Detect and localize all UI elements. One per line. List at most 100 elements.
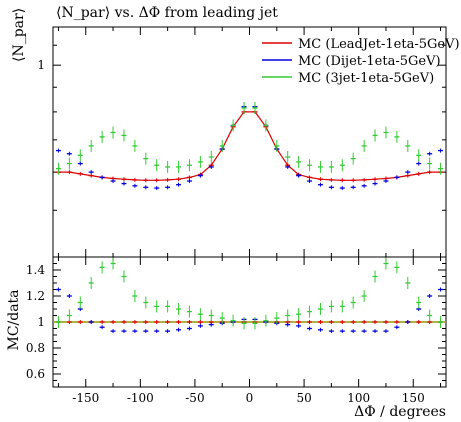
data-point — [394, 175, 400, 180]
data-point — [66, 309, 72, 322]
data-point — [339, 178, 345, 183]
data-point — [438, 148, 444, 153]
data-point — [55, 162, 61, 175]
data-point — [154, 329, 160, 334]
data-point — [186, 179, 192, 184]
data-point — [296, 320, 302, 324]
data-point — [121, 129, 127, 142]
data-point — [132, 320, 138, 324]
data-point — [317, 160, 323, 173]
data-point — [307, 179, 313, 184]
x-tick-label: -150 — [72, 391, 99, 405]
data-point — [372, 181, 378, 186]
legend-label: MC (Dijet-1eta-5GeV) — [298, 54, 441, 69]
data-point — [143, 185, 149, 190]
data-point — [186, 175, 192, 180]
data-point — [317, 303, 323, 315]
legend: MC (LeadJet-1eta-5GeV) MC (Dijet-1eta-5Ge… — [262, 37, 460, 86]
data-point — [339, 300, 345, 313]
lower-series — [55, 257, 444, 334]
data-point — [88, 170, 94, 175]
data-point — [154, 320, 160, 324]
data-point — [252, 101, 258, 114]
data-point — [383, 329, 389, 334]
lower-y-tick-label: 0.8 — [26, 341, 45, 355]
data-point — [88, 173, 94, 178]
data-point — [186, 320, 192, 324]
data-point — [230, 119, 236, 132]
data-point — [274, 312, 280, 325]
data-point — [350, 329, 356, 334]
lower-y-tick-label: 1.4 — [26, 263, 45, 277]
data-point — [339, 320, 345, 324]
data-point — [219, 312, 225, 325]
data-point — [394, 325, 400, 330]
data-point — [427, 170, 433, 175]
data-point — [285, 164, 291, 169]
series-0 — [55, 109, 444, 183]
data-point — [416, 161, 422, 166]
x-tick-label: -100 — [127, 391, 154, 405]
data-point — [88, 139, 94, 152]
data-point — [296, 173, 302, 178]
data-point — [132, 290, 138, 302]
upper-y-tick-label: 1 — [37, 58, 45, 72]
data-point — [77, 149, 83, 162]
data-point — [121, 270, 127, 283]
data-point — [66, 170, 72, 175]
data-point — [176, 320, 182, 324]
data-point — [143, 329, 149, 334]
data-point — [383, 126, 389, 139]
data-point — [132, 183, 138, 188]
lower-panel: MC/data 0.6 0.8 1 1.2 1.4 -150 -100 -50 0 50 100 15… — [6, 256, 447, 420]
data-point — [296, 155, 302, 168]
data-point — [66, 294, 72, 298]
data-point — [328, 185, 334, 190]
data-point — [339, 159, 345, 172]
data-point — [99, 261, 105, 274]
data-point — [438, 287, 444, 292]
data-point — [328, 160, 334, 173]
upper-panel: ⟨N_par⟩ 1 MC (LeadJet-1eta-5GeV) MC (Dije… — [11, 8, 460, 258]
data-point — [285, 322, 291, 327]
data-point — [219, 139, 225, 152]
data-point — [154, 186, 160, 191]
data-point — [372, 320, 378, 324]
data-point — [307, 175, 313, 180]
data-point — [416, 149, 422, 162]
data-point — [416, 320, 422, 324]
lower-y-tick-label: 1.2 — [26, 289, 45, 303]
data-point — [99, 320, 105, 324]
data-point — [438, 316, 444, 328]
data-point — [350, 152, 356, 165]
data-point — [186, 326, 192, 331]
x-tick-label: 50 — [296, 391, 311, 405]
data-point — [132, 177, 138, 182]
data-point — [77, 161, 83, 166]
data-point — [132, 139, 138, 152]
data-point — [99, 130, 105, 143]
data-point — [154, 178, 160, 183]
data-point — [350, 178, 356, 183]
data-point — [307, 320, 313, 324]
series-2 — [55, 101, 444, 175]
data-point — [110, 126, 116, 139]
data-point — [361, 177, 367, 182]
x-tick-label: -50 — [185, 391, 204, 405]
data-point — [143, 296, 149, 309]
data-point — [317, 327, 323, 332]
data-point — [405, 173, 411, 178]
data-point — [416, 296, 422, 309]
data-point — [165, 177, 171, 182]
data-point — [372, 270, 378, 283]
data-point — [307, 305, 313, 318]
data-point — [285, 150, 291, 163]
data-point — [197, 320, 203, 324]
data-point — [328, 177, 334, 182]
upper-series — [55, 101, 444, 191]
data-point — [88, 277, 94, 289]
legend-label: MC (LeadJet-1eta-5GeV) — [298, 37, 460, 52]
data-point — [296, 308, 302, 321]
data-point — [165, 160, 171, 173]
